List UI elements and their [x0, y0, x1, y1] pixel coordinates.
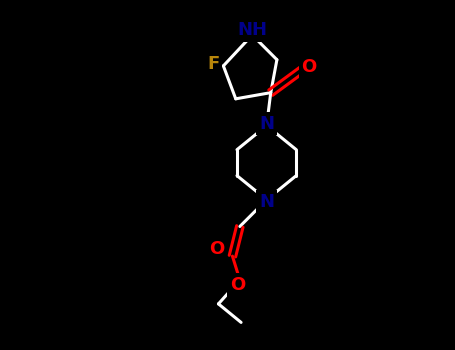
Text: O: O: [301, 58, 317, 76]
Text: O: O: [209, 240, 224, 258]
Text: N: N: [259, 193, 274, 211]
Text: N: N: [259, 114, 274, 133]
Text: O: O: [230, 276, 245, 294]
Text: NH: NH: [237, 21, 267, 39]
Text: F: F: [207, 55, 219, 73]
